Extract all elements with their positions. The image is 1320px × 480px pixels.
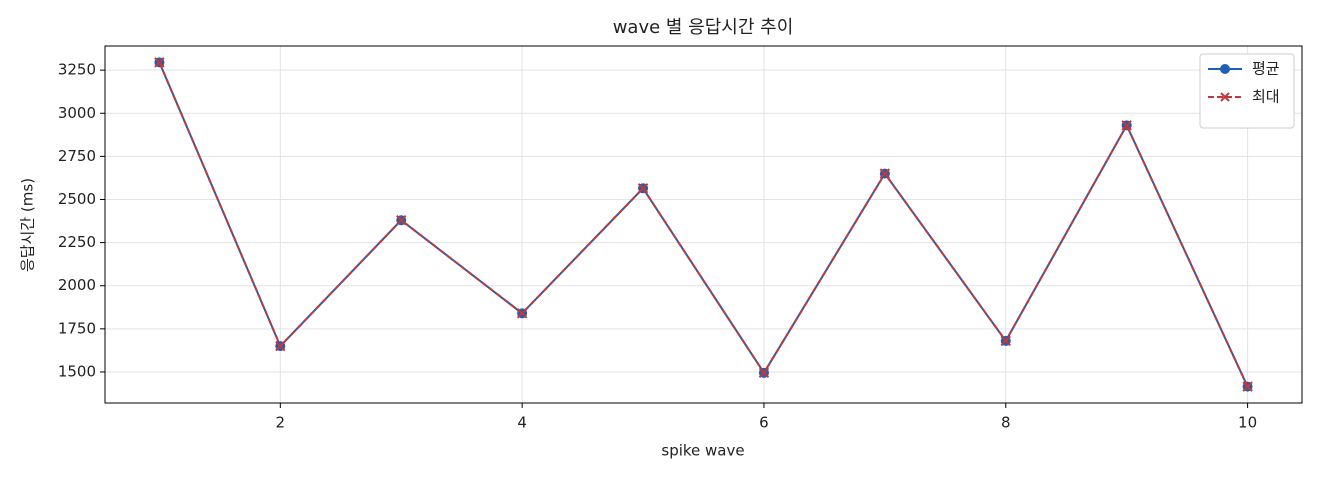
point	[1000, 335, 1011, 347]
x-tick-label: 8	[1001, 414, 1011, 432]
point	[275, 340, 286, 352]
legend-marker	[1220, 64, 1230, 74]
legend-frame	[1199, 53, 1295, 129]
legend-marker	[1220, 92, 1230, 102]
legend-label: 최대	[1252, 88, 1280, 106]
legend-label: 평균	[1252, 60, 1280, 78]
point	[516, 308, 528, 319]
x-tick-label: 6	[759, 414, 769, 432]
x-axis-label: spike wave	[661, 442, 744, 460]
x-tick-label: 2	[276, 414, 286, 432]
y-tick-label: 2500	[58, 190, 96, 208]
y-tick-label: 2750	[58, 147, 96, 165]
plot-frame	[104, 45, 1303, 404]
y-tick-label: 2000	[58, 276, 96, 294]
point	[1242, 381, 1253, 392]
point	[1121, 120, 1132, 131]
point	[758, 367, 770, 379]
point	[879, 168, 891, 179]
x-tick-label: 4	[517, 414, 527, 432]
y-tick-label: 3000	[58, 104, 96, 122]
point	[637, 183, 649, 194]
y-tick-label: 1500	[58, 362, 96, 380]
y-axis-label: 응답시간 (ms)	[19, 178, 37, 272]
chart-title: wave 별 응답시간 추이	[613, 17, 794, 38]
y-tick-label: 2250	[58, 233, 96, 251]
point	[396, 214, 407, 226]
line	[158, 61, 1249, 388]
point	[154, 57, 165, 68]
y-tick-label: 3250	[58, 61, 96, 79]
x-tick-label: 10	[1238, 414, 1257, 432]
y-tick-label: 1750	[58, 319, 96, 337]
